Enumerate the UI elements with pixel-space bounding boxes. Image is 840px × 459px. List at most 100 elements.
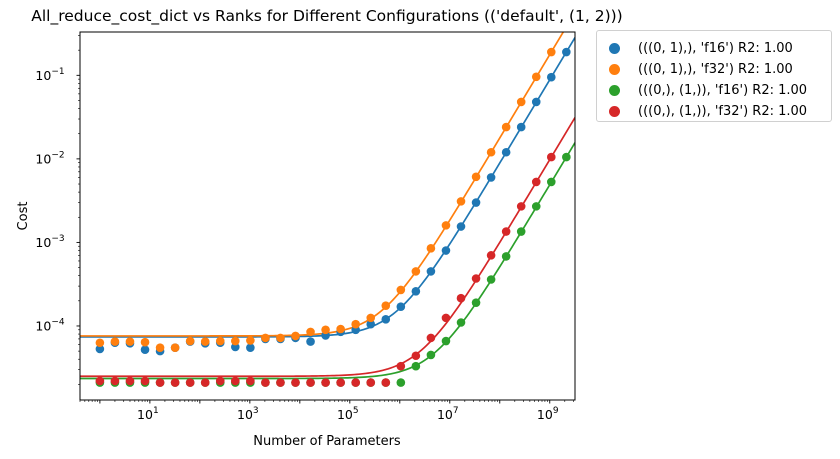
data-point xyxy=(501,147,511,157)
data-point xyxy=(486,251,496,260)
data-point xyxy=(396,302,406,312)
data-point xyxy=(366,378,376,387)
data-point xyxy=(562,152,571,162)
data-point xyxy=(426,333,436,343)
data-point xyxy=(516,122,526,132)
data-point xyxy=(261,333,270,343)
data-point xyxy=(546,152,556,162)
x-tick-label: 107 xyxy=(437,406,459,422)
data-point xyxy=(426,350,436,360)
data-point xyxy=(381,315,391,324)
legend-marker-icon xyxy=(609,42,620,54)
data-point xyxy=(125,376,135,386)
data-point xyxy=(140,337,150,347)
data-point xyxy=(441,313,451,323)
data-point xyxy=(170,378,180,387)
data-points xyxy=(95,47,571,387)
data-point xyxy=(215,336,225,346)
data-point xyxy=(231,376,240,386)
data-point xyxy=(155,378,165,387)
data-point xyxy=(95,338,105,348)
data-point xyxy=(170,343,180,352)
data-point xyxy=(486,173,496,182)
data-point xyxy=(426,267,436,276)
data-point xyxy=(411,287,421,296)
fit-line xyxy=(80,32,565,337)
legend-marker-icon xyxy=(609,105,620,117)
data-point xyxy=(246,343,255,352)
y-tick-label: 10−3 xyxy=(35,234,64,250)
data-point xyxy=(396,285,406,295)
data-point xyxy=(441,246,451,255)
data-point xyxy=(411,267,421,276)
data-point xyxy=(531,202,541,211)
legend-marker-icon xyxy=(609,63,620,75)
data-point xyxy=(155,343,165,352)
data-point xyxy=(381,301,391,310)
data-point xyxy=(546,177,556,187)
data-point xyxy=(291,378,300,387)
fit-lines xyxy=(80,32,575,380)
legend-label: (((0, 1),), 'f32') R2: 1.00 xyxy=(638,61,793,77)
data-point xyxy=(321,378,330,387)
data-point xyxy=(486,147,496,157)
data-point xyxy=(351,319,360,329)
data-point xyxy=(291,331,300,341)
data-point xyxy=(516,227,526,236)
data-point xyxy=(215,376,225,386)
data-point xyxy=(351,378,360,387)
data-point xyxy=(381,378,391,387)
legend-item: (((0, 1),), 'f32') R2: 1.00 xyxy=(609,58,793,80)
x-tick-label: 105 xyxy=(337,406,359,422)
data-point xyxy=(306,378,315,387)
data-point xyxy=(471,298,481,307)
data-point xyxy=(95,376,105,386)
data-point xyxy=(546,72,556,82)
data-point xyxy=(261,378,270,387)
fit-line xyxy=(80,142,575,380)
data-point xyxy=(456,222,466,231)
data-point xyxy=(140,345,150,355)
legend-item: (((0,), (1,)), 'f16') R2: 1.00 xyxy=(609,79,807,101)
x-tick-label: 109 xyxy=(537,406,559,422)
data-point xyxy=(411,351,421,361)
data-point xyxy=(426,244,436,253)
data-point xyxy=(456,318,466,327)
data-point xyxy=(231,336,240,346)
data-point xyxy=(441,336,451,346)
x-tick-label: 103 xyxy=(237,406,259,422)
data-point xyxy=(336,324,345,334)
x-axis-ticks: 101 103 105 107 109 xyxy=(79,400,574,422)
x-axis-label: Number of Parameters xyxy=(253,434,401,449)
data-point xyxy=(306,327,315,337)
data-point xyxy=(501,122,511,132)
data-point xyxy=(396,361,406,371)
legend-label: (((0, 1),), 'f16') R2: 1.00 xyxy=(638,40,793,56)
data-point xyxy=(471,172,481,182)
data-point xyxy=(276,378,285,387)
y-tick-label: 10−4 xyxy=(35,317,64,333)
y-axis-ticks: 10−4 10−3 10−2 10−1 xyxy=(35,35,80,385)
legend-label: (((0,), (1,)), 'f16') R2: 1.00 xyxy=(638,82,808,98)
legend-label: (((0,), (1,)), 'f32') R2: 1.00 xyxy=(638,103,808,119)
legend-marker-icon xyxy=(609,84,620,96)
data-point xyxy=(95,344,105,354)
data-point xyxy=(200,378,210,387)
data-point xyxy=(246,376,255,386)
legend-item: (((0,), (1,)), 'f32') R2: 1.00 xyxy=(609,100,807,122)
fit-line xyxy=(80,37,575,338)
x-tick-label: 101 xyxy=(137,406,159,422)
data-point xyxy=(110,337,120,346)
data-point xyxy=(471,274,481,283)
data-point xyxy=(562,47,571,57)
data-point xyxy=(276,333,285,343)
data-point xyxy=(531,97,541,107)
data-point xyxy=(531,177,541,187)
data-point xyxy=(246,336,255,345)
y-axis-label: Cost xyxy=(16,202,31,231)
data-point xyxy=(231,342,240,352)
data-point xyxy=(516,202,526,211)
data-point xyxy=(546,47,556,57)
data-point xyxy=(306,337,315,346)
